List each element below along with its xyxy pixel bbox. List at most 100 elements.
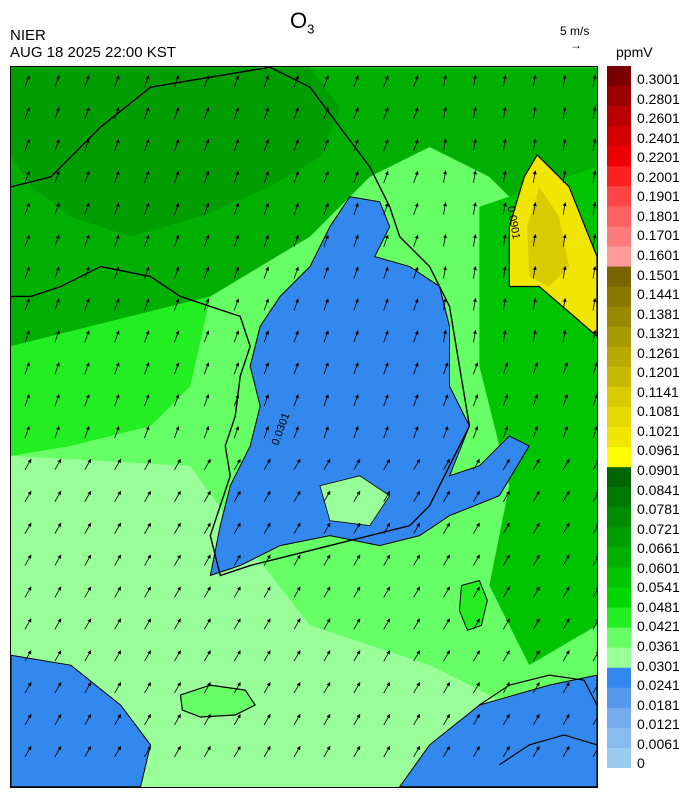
- wind-arrow: [114, 682, 122, 694]
- wind-arrow: [114, 138, 120, 152]
- wind-arrow: [54, 170, 60, 183]
- wind-arrow: [54, 618, 62, 630]
- wind-arrow: [383, 394, 389, 407]
- wind-arrow: [233, 458, 241, 471]
- wind-arrow: [413, 107, 419, 120]
- wind-arrow: [233, 745, 241, 758]
- wind-arrow: [203, 554, 211, 566]
- wind-arrow: [592, 297, 597, 311]
- agency-label: NIER: [10, 27, 46, 44]
- wind-arrow: [443, 74, 448, 88]
- wind-arrow: [233, 234, 240, 247]
- legend-label: 0.1201: [637, 364, 680, 381]
- wind-arrow: [233, 522, 241, 534]
- wind-arrow: [24, 522, 32, 534]
- wind-arrow: [174, 522, 181, 534]
- wind-arrow: [233, 266, 240, 279]
- wind-arrow: [472, 265, 477, 279]
- wind-arrow: [114, 234, 120, 247]
- wind-arrow: [24, 202, 30, 215]
- wind-arrow: [114, 650, 122, 662]
- wind-arrow: [84, 170, 90, 183]
- wind-arrow: [502, 74, 507, 88]
- wind-arrow: [592, 138, 597, 152]
- wind-arrow: [144, 107, 150, 120]
- legend-swatch: [607, 687, 631, 709]
- wind-arrow: [144, 745, 151, 758]
- wind-arrow: [84, 554, 92, 566]
- wind-arrow: [54, 713, 62, 726]
- wind-arrow: [84, 298, 90, 311]
- wind-arrow: [293, 554, 301, 566]
- wind-arrow: [203, 586, 211, 598]
- wind-arrow: [114, 713, 122, 726]
- legend-swatch: [607, 527, 631, 548]
- wind-arrow: [353, 107, 359, 120]
- japan-coast: [479, 674, 597, 766]
- wind-arrow: [592, 329, 597, 343]
- legend-label: 0.0421: [637, 618, 680, 635]
- legend-swatch: [607, 166, 631, 187]
- wind-arrow: [532, 554, 540, 566]
- wind-arrow: [562, 138, 567, 152]
- legend-swatch: [607, 106, 631, 127]
- wind-arrow: [263, 554, 271, 566]
- wind-arrow: [144, 266, 150, 279]
- wind-arrow: [562, 234, 567, 247]
- wind-arrow: [84, 745, 92, 758]
- wind-arrow: [323, 650, 331, 662]
- wind-arrow: [413, 394, 419, 407]
- wind-arrow: [532, 329, 537, 343]
- wind-arrow: [473, 522, 480, 534]
- wind-arrow: [502, 490, 510, 502]
- wind-arrow: [532, 394, 539, 407]
- wind-arrow: [174, 170, 180, 183]
- wind-arrow: [174, 425, 180, 439]
- wind-arrow: [473, 713, 480, 726]
- wind-arrow: [353, 458, 361, 471]
- legend-swatch: [607, 707, 631, 729]
- wind-arrow: [24, 490, 32, 502]
- high-ozone-core: [527, 186, 570, 287]
- wind-arrow: [472, 297, 477, 311]
- wind-arrow: [383, 266, 389, 279]
- wind-arrow: [293, 298, 299, 311]
- north-darkgreen-field: [11, 67, 340, 237]
- wind-arrow: [592, 458, 597, 471]
- wind-arrow: [24, 266, 30, 279]
- wind-arrow: [353, 554, 361, 566]
- wind-arrow: [54, 266, 60, 279]
- wind-reference-label: 5 m/s: [560, 24, 590, 38]
- wind-arrow: [54, 586, 62, 598]
- jeju-island: [179, 684, 257, 718]
- legend-label: 0.1021: [637, 422, 680, 439]
- title-main: O: [290, 8, 308, 33]
- wind-arrow: [24, 650, 32, 662]
- wind-arrow: [443, 138, 448, 152]
- wind-arrow: [413, 650, 421, 662]
- wind-arrow: [353, 202, 359, 215]
- wind-arrow: [562, 329, 567, 343]
- legend-swatch: [607, 427, 631, 448]
- wind-arrow: [174, 490, 181, 502]
- wind-arrow: [443, 234, 448, 247]
- wind-arrow: [233, 138, 240, 152]
- wind-arrow: [383, 330, 389, 343]
- wind-arrow: [293, 362, 299, 375]
- wind-arrow: [144, 586, 151, 598]
- wind-arrow: [233, 362, 240, 375]
- legend-swatch: [607, 487, 631, 508]
- legend-swatch: [607, 286, 631, 308]
- wind-arrow: [443, 586, 450, 598]
- wind-arrow: [114, 362, 120, 375]
- legend-swatch: [607, 86, 631, 107]
- wind-arrow: [203, 650, 211, 662]
- wind-arrow: [263, 490, 271, 502]
- legend-swatch: [607, 386, 631, 408]
- wind-arrow: [443, 106, 448, 120]
- wind-arrow: [144, 138, 150, 152]
- ozone-concentration-map: 0.0301 0.0901: [10, 66, 598, 788]
- wind-arrow: [84, 650, 92, 662]
- wind-arrow: [233, 298, 240, 311]
- wind-arrow: [84, 490, 92, 502]
